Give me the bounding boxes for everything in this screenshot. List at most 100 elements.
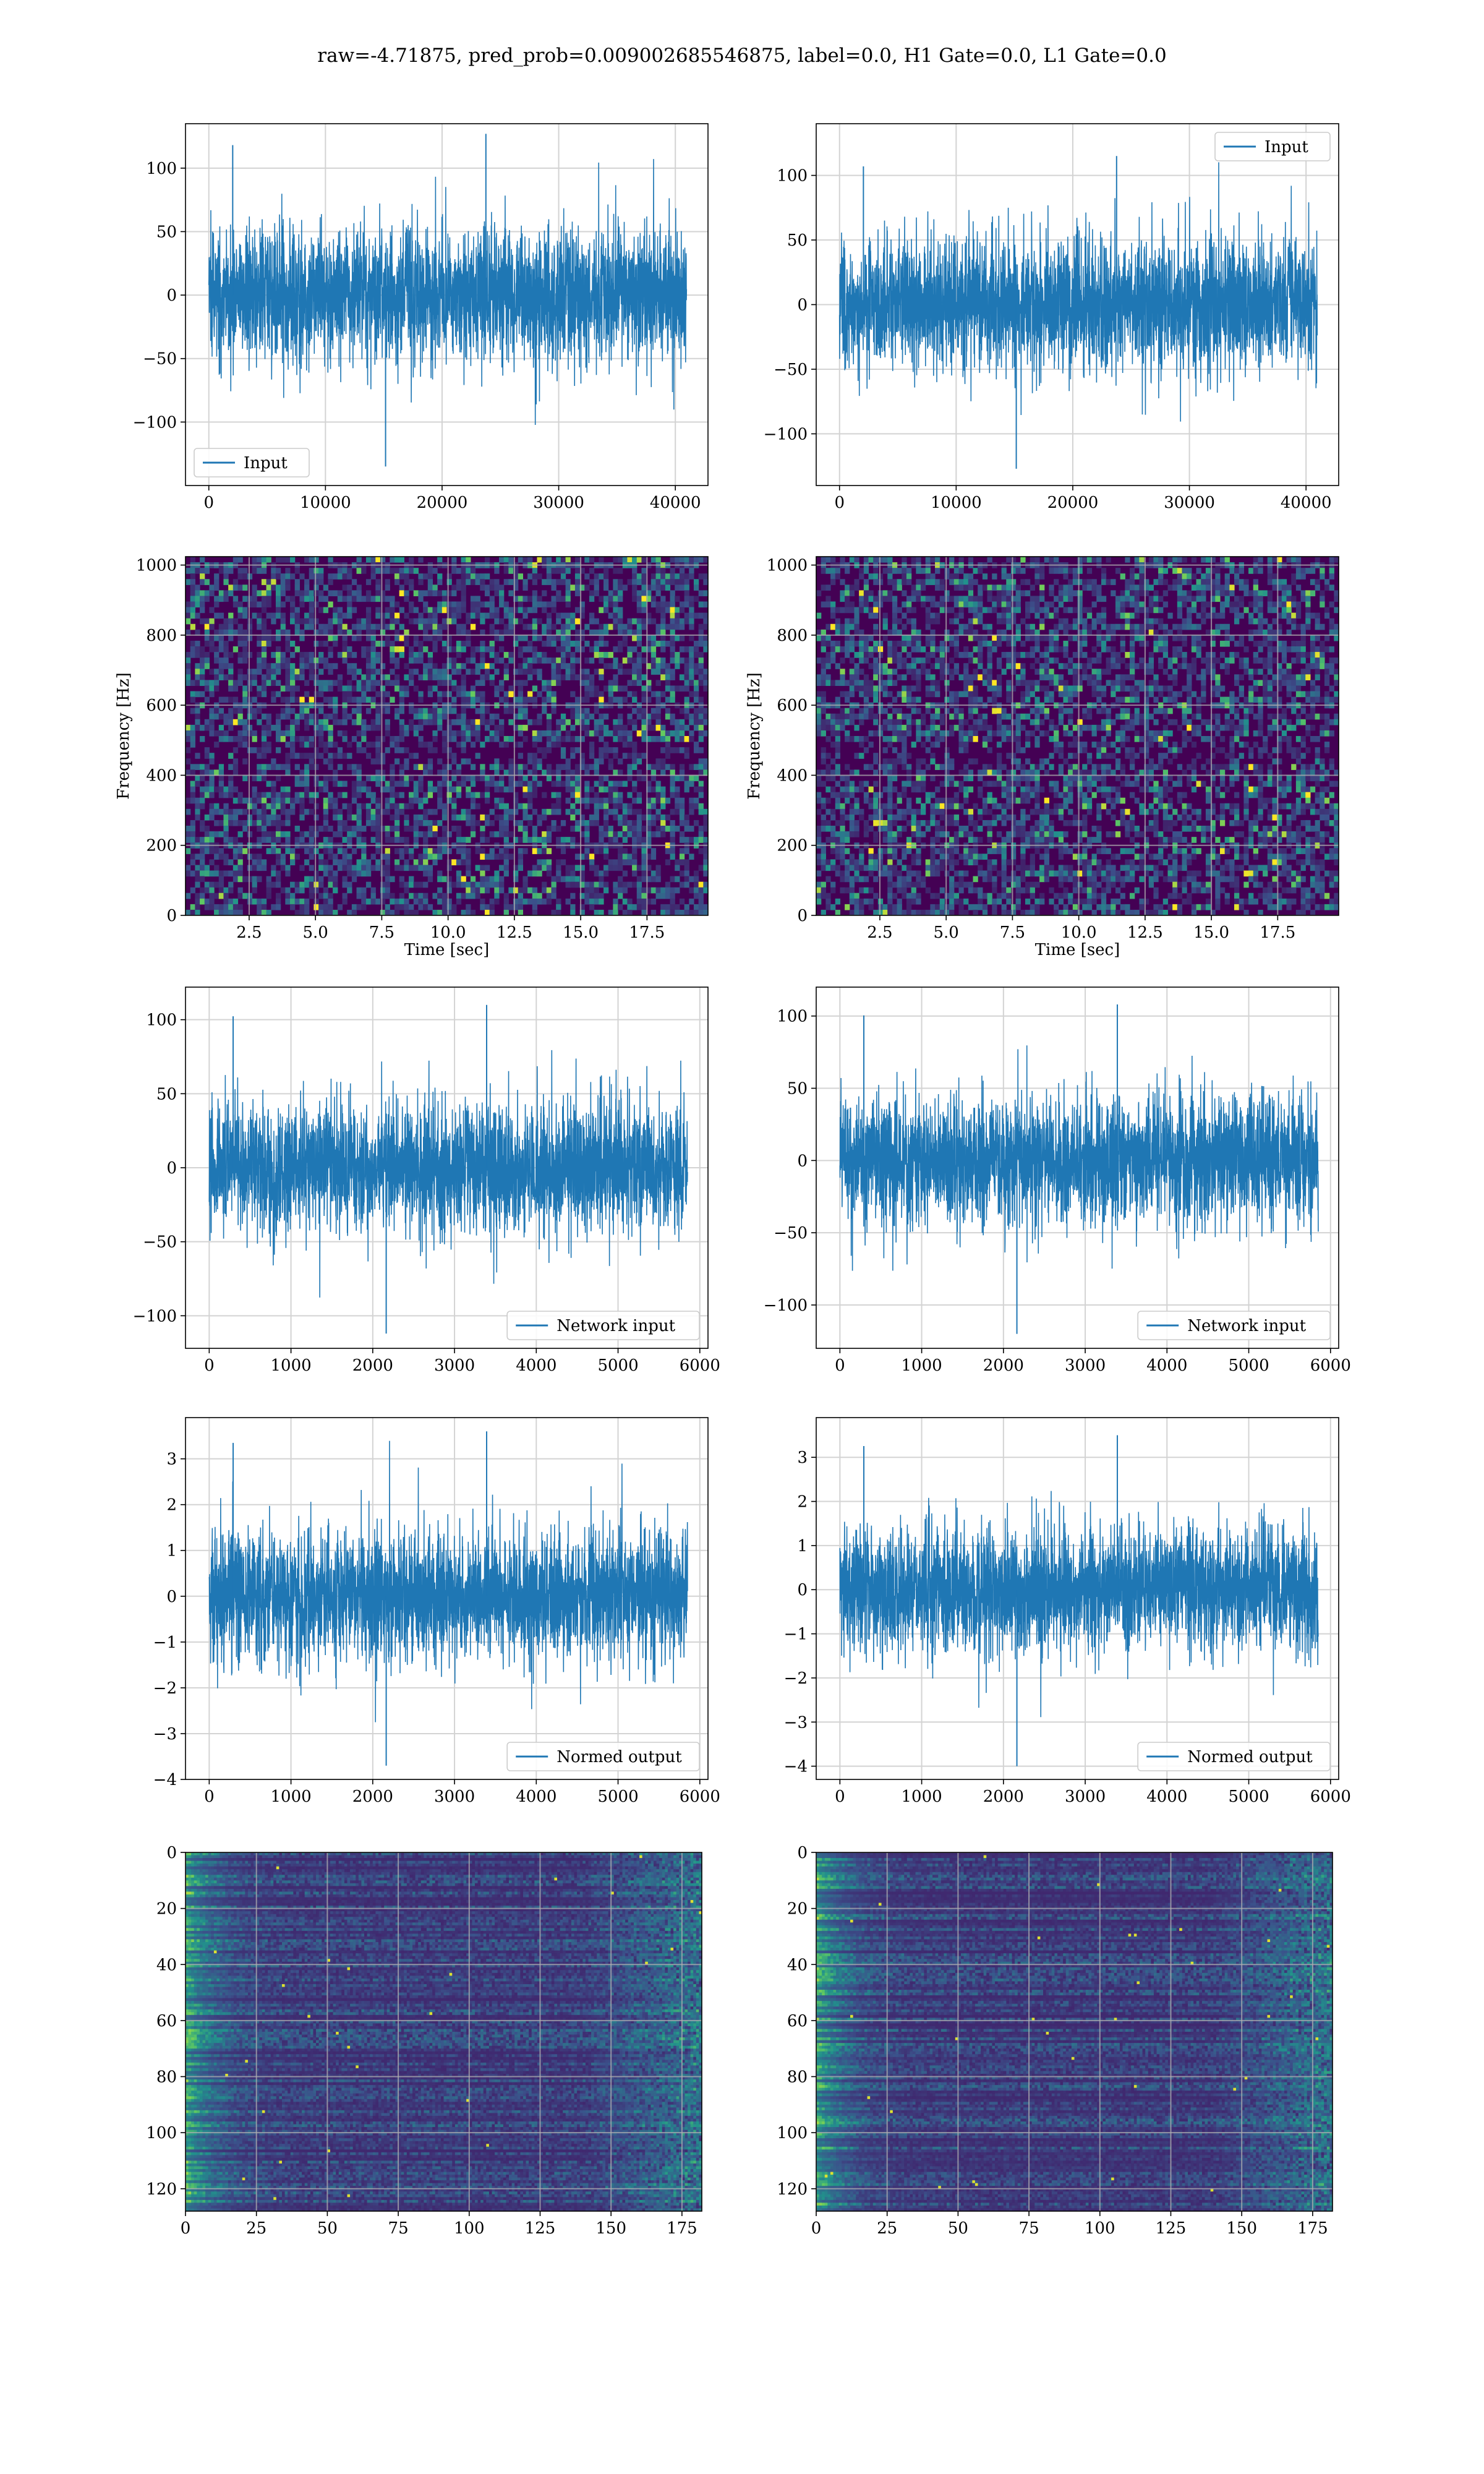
series-spikes bbox=[863, 1004, 1119, 1334]
series-line bbox=[839, 1045, 1319, 1271]
legend-box bbox=[194, 448, 310, 477]
x-tick-label: 5.0 bbox=[933, 923, 958, 942]
plot-area bbox=[816, 1418, 1339, 1779]
x-tick-label: 2.5 bbox=[236, 923, 262, 942]
y-tick-label: −100 bbox=[133, 413, 177, 432]
series-line bbox=[838, 162, 1318, 422]
y-tick-label: 0 bbox=[797, 296, 808, 315]
x-tick-label: 75 bbox=[1019, 2219, 1039, 2238]
y-tick-label: 50 bbox=[156, 1085, 177, 1103]
axes-l1-input: 0 10000 20000 30000 40000 −100 −50 0 50 100 Input bbox=[764, 123, 1339, 512]
x-tick-label: 30000 bbox=[1164, 494, 1215, 512]
y-tick-label: 120 bbox=[146, 2180, 177, 2199]
x-tick-label: 50 bbox=[948, 2219, 968, 2238]
y-tick-label: 800 bbox=[146, 627, 177, 645]
x-tick-label: 15.0 bbox=[1193, 923, 1229, 942]
legend: Network input bbox=[1137, 1311, 1331, 1340]
legend-label: Input bbox=[244, 454, 288, 473]
x-tick-label: 175 bbox=[1297, 2219, 1328, 2238]
x-tick-label: 17.5 bbox=[629, 923, 665, 942]
y-tick-label: 100 bbox=[777, 167, 808, 186]
plot-area bbox=[816, 1852, 1333, 2211]
x-tick-label: 2000 bbox=[983, 1356, 1024, 1375]
y-tick-label: 3 bbox=[166, 1450, 177, 1469]
x-tick-label: 5000 bbox=[1228, 1787, 1269, 1806]
x-tick-label: 12.5 bbox=[1127, 923, 1163, 942]
x-tick-label: 3000 bbox=[434, 1787, 475, 1806]
plot-area bbox=[816, 557, 1339, 915]
y-tick-label: 200 bbox=[777, 837, 808, 855]
axes-frame bbox=[185, 556, 709, 916]
x-tick-label: 20000 bbox=[1047, 494, 1099, 512]
y-tick-label: 1000 bbox=[767, 557, 808, 575]
axes-l1-feature-map: 0 25 50 75 100 125 150 175 0 20 40 60 80 100 120 bbox=[777, 1844, 1333, 2238]
axes-frame bbox=[185, 1417, 709, 1780]
axes-h1-normed-output: 0 1000 2000 3000 4000 5000 6000 −4 −3 −2 −1 0 1 2 3 Nor… bbox=[153, 1417, 720, 1806]
x-tick-label: 1000 bbox=[902, 1787, 942, 1806]
x-tick-label: 0 bbox=[811, 2219, 822, 2238]
series-spikes bbox=[232, 134, 487, 467]
y-tick-label: −50 bbox=[774, 361, 808, 379]
x-tick-label: 1000 bbox=[271, 1787, 312, 1806]
axes-frame bbox=[185, 123, 709, 486]
legend: Normed output bbox=[506, 1742, 700, 1771]
axes-l1-spectrogram: 2.5 5.0 7.5 10.0 12.5 15.0 17.5 0 200 400 600 800 10… bbox=[745, 556, 1339, 959]
y-tick-label: −2 bbox=[784, 1669, 808, 1688]
y-tick-label: −50 bbox=[143, 350, 177, 369]
x-tick-label: 15.0 bbox=[563, 923, 599, 942]
axes-frame bbox=[816, 987, 1339, 1349]
x-tick-label: 75 bbox=[388, 2219, 409, 2238]
y-tick-label: 20 bbox=[156, 1900, 177, 1919]
x-tick-label: 5000 bbox=[1228, 1356, 1269, 1375]
x-tick-label: 1000 bbox=[902, 1356, 942, 1375]
x-tick-label: 5.0 bbox=[302, 923, 328, 942]
x-tick-label: 3000 bbox=[434, 1356, 475, 1375]
axes-frame bbox=[816, 1417, 1339, 1780]
x-tick-label: 2000 bbox=[983, 1787, 1024, 1806]
x-tick-label: 3000 bbox=[1065, 1356, 1106, 1375]
x-tick-label: 40000 bbox=[650, 494, 701, 512]
y-tick-label: 0 bbox=[166, 1159, 177, 1178]
y-tick-label: 100 bbox=[777, 1008, 808, 1026]
axes-h1-network-input: 0 1000 2000 3000 4000 5000 6000 −100 −50 0 50 100 Ne… bbox=[133, 987, 720, 1375]
y-axis-label: Frequency [Hz] bbox=[745, 672, 764, 800]
legend-box bbox=[506, 1311, 700, 1340]
legend-box bbox=[506, 1742, 700, 1771]
legend: Input bbox=[194, 448, 310, 477]
plot-area bbox=[186, 124, 708, 486]
y-tick-label: 100 bbox=[146, 1011, 177, 1030]
y-tick-label: −100 bbox=[133, 1307, 177, 1325]
y-tick-label: 40 bbox=[787, 1956, 808, 1974]
y-tick-label: 20 bbox=[787, 1900, 808, 1919]
x-tick-label: 1000 bbox=[271, 1356, 312, 1375]
plot-area bbox=[816, 124, 1339, 486]
y-tick-label: 0 bbox=[797, 907, 808, 925]
axes-frame bbox=[816, 556, 1339, 916]
x-tick-label: 6000 bbox=[1310, 1356, 1351, 1375]
plot-area bbox=[186, 1852, 702, 2211]
y-tick-label: −3 bbox=[784, 1713, 808, 1732]
x-tick-label: 6000 bbox=[1310, 1787, 1351, 1806]
y-tick-label: −100 bbox=[764, 1296, 808, 1315]
y-tick-label: 120 bbox=[777, 2180, 808, 2199]
y-tick-label: 80 bbox=[787, 2068, 808, 2087]
y-tick-label: 100 bbox=[777, 2124, 808, 2142]
legend-label: Normed output bbox=[1187, 1748, 1313, 1766]
y-tick-label: 40 bbox=[156, 1956, 177, 1974]
y-tick-label: 100 bbox=[146, 160, 177, 178]
legend-box bbox=[1214, 132, 1331, 161]
x-tick-label: 175 bbox=[667, 2219, 697, 2238]
x-tick-label: 5000 bbox=[597, 1356, 638, 1375]
y-tick-label: 0 bbox=[797, 1152, 808, 1170]
y-tick-label: 50 bbox=[787, 1080, 808, 1098]
axes-layer: 0 10000 20000 30000 40000−100−50050100Input0… bbox=[114, 123, 1351, 2238]
y-tick-label: 3 bbox=[797, 1449, 808, 1467]
y-tick-label: 50 bbox=[787, 231, 808, 250]
y-tick-label: −2 bbox=[153, 1679, 177, 1698]
y-tick-label: 0 bbox=[797, 1581, 808, 1599]
y-tick-label: −100 bbox=[764, 425, 808, 443]
axes-frame bbox=[185, 1852, 702, 2212]
x-tick-label: 10.0 bbox=[1061, 923, 1097, 942]
legend-label: Input bbox=[1264, 138, 1308, 156]
x-tick-label: 100 bbox=[1085, 2219, 1115, 2238]
